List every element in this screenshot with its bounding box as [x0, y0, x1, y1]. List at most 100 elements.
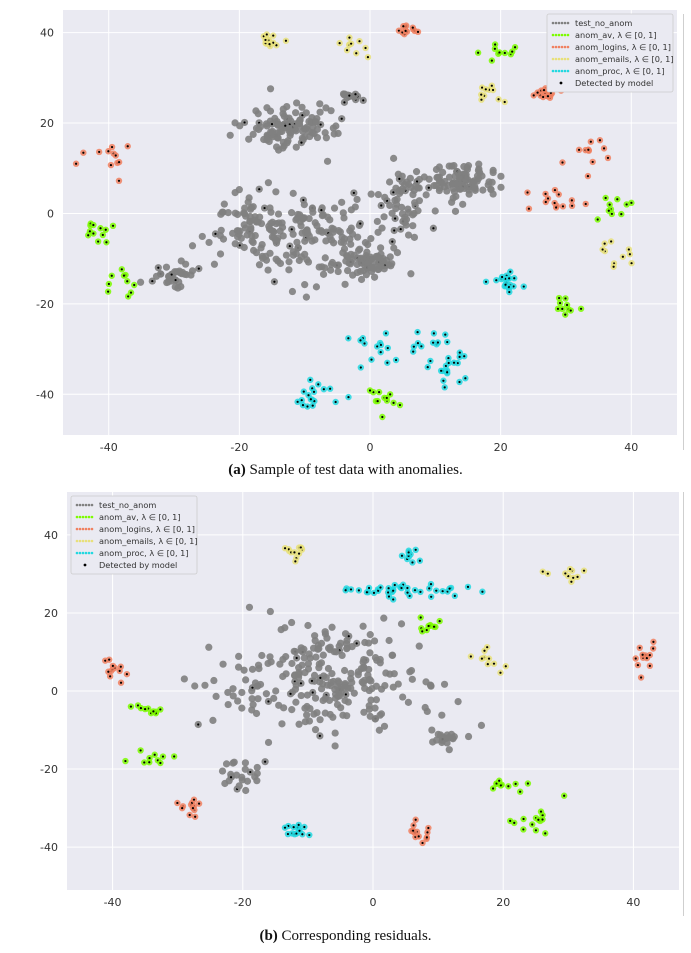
- point-detected: [152, 710, 155, 713]
- point-normal: [293, 99, 301, 107]
- point-normal: [290, 647, 298, 655]
- point-detected: [553, 188, 557, 192]
- point-normal: [238, 704, 246, 712]
- point-normal: [337, 639, 345, 647]
- point-normal: [289, 230, 297, 238]
- y-tick-label: -40: [36, 388, 54, 401]
- point-detected: [586, 174, 590, 178]
- point-normal: [270, 694, 278, 702]
- point-normal: [254, 125, 263, 134]
- point-detected: [297, 823, 300, 826]
- point-normal: [404, 205, 412, 213]
- point-detected: [119, 681, 123, 684]
- point-detected: [541, 814, 544, 817]
- point-detected: [289, 692, 292, 695]
- point-normal: [264, 179, 272, 187]
- y-tick-label: -40: [40, 841, 58, 854]
- point-normal: [266, 653, 274, 661]
- point-normal: [164, 278, 172, 286]
- point-normal: [390, 670, 398, 678]
- point-detected: [630, 262, 633, 265]
- point-detected: [355, 642, 358, 645]
- point-normal: [262, 690, 270, 698]
- point-detected: [648, 654, 651, 657]
- point-detected: [607, 209, 610, 212]
- point-normal: [301, 281, 309, 289]
- point-normal: [301, 237, 309, 245]
- point-detected: [104, 228, 107, 231]
- point-detected: [111, 224, 115, 227]
- point-detected: [568, 567, 572, 571]
- point-normal: [360, 708, 368, 716]
- point-detected: [159, 761, 162, 765]
- point-normal: [339, 90, 348, 98]
- point-detected: [561, 307, 564, 310]
- point-normal: [311, 637, 319, 645]
- point-detected: [539, 810, 543, 813]
- point-detected: [589, 140, 592, 143]
- x-tick-label: 0: [367, 441, 374, 454]
- legend-label: test_no_anom: [99, 500, 156, 510]
- point-normal: [216, 250, 225, 258]
- point-detected: [129, 291, 133, 294]
- point-detected: [387, 591, 390, 594]
- point-normal: [220, 200, 228, 208]
- point-detected: [570, 199, 573, 202]
- legend-marker: [566, 57, 570, 61]
- point-detected: [367, 586, 371, 590]
- point-detected: [487, 657, 491, 660]
- y-tick-label: 20: [40, 117, 54, 130]
- legend-marker: [563, 33, 567, 37]
- point-normal: [328, 670, 336, 678]
- point-normal: [410, 233, 419, 241]
- legend-marker: [563, 45, 567, 49]
- point-normal: [180, 675, 188, 683]
- point-detected: [107, 150, 110, 153]
- legend-marker: [566, 21, 570, 25]
- point-normal: [219, 235, 228, 243]
- point-detected: [359, 222, 362, 225]
- point-normal: [380, 265, 388, 273]
- point-detected: [447, 356, 450, 360]
- legend-label: anom_emails, λ ∈ [0, 1]: [99, 536, 198, 546]
- point-detected: [398, 177, 401, 181]
- point-detected: [514, 782, 517, 786]
- caption-a: (a) Sample of test data with anomalies.: [0, 462, 691, 479]
- point-detected: [355, 52, 358, 55]
- point-detected: [430, 595, 433, 598]
- point-normal: [377, 710, 386, 718]
- legend-marker: [78, 539, 82, 543]
- point-normal: [324, 644, 333, 652]
- point-normal: [316, 716, 324, 724]
- point-detected: [105, 241, 108, 244]
- point-detected: [108, 658, 111, 661]
- point-normal: [319, 680, 327, 688]
- point-detected: [621, 255, 624, 258]
- point-normal: [441, 177, 449, 186]
- point-detected: [126, 145, 129, 148]
- point-normal: [234, 663, 243, 671]
- legend-marker: [557, 45, 561, 49]
- point-normal: [415, 642, 423, 650]
- point-detected: [582, 569, 586, 572]
- point-detected: [563, 794, 566, 797]
- point-detected: [546, 572, 549, 575]
- point-normal: [464, 732, 473, 741]
- point-detected: [411, 829, 415, 832]
- point-detected: [579, 307, 583, 310]
- point-detected: [309, 378, 312, 381]
- point-detected: [555, 206, 558, 209]
- point-detected: [394, 358, 398, 362]
- point-normal: [356, 245, 364, 253]
- point-normal: [285, 266, 293, 274]
- x-tick-label: -20: [230, 441, 248, 454]
- point-normal: [287, 209, 296, 217]
- point-detected: [400, 586, 403, 590]
- point-normal: [432, 181, 440, 190]
- point-normal: [338, 198, 346, 206]
- point-detected: [238, 244, 241, 247]
- point-detected: [432, 625, 436, 628]
- point-normal: [233, 210, 242, 219]
- point-normal: [252, 249, 261, 257]
- point-detected: [508, 290, 511, 294]
